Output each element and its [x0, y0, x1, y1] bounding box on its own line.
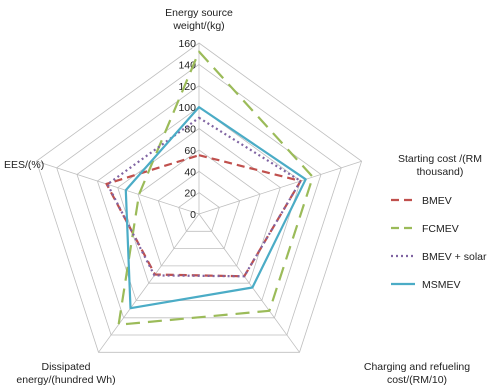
legend-label: BMEV + solar [422, 251, 487, 263]
grid-ring [56, 63, 342, 336]
grid-ring [137, 149, 261, 267]
tick-label: 0 [190, 209, 196, 221]
tick-label: 20 [184, 188, 196, 200]
axis-label: Charging and refueling cost/(RM/10) [364, 361, 470, 386]
tick-label: 100 [178, 102, 196, 114]
grid-ring [96, 106, 302, 301]
axis-label: Dissipated energy/(hundred Wh) [16, 361, 115, 386]
axis-label: EES/(%) [4, 159, 44, 171]
series-line [105, 154, 302, 278]
legend-label: FCMEV [422, 223, 459, 235]
tick-label: 160 [178, 38, 196, 50]
tick-label: 120 [178, 81, 196, 93]
series-line [124, 105, 307, 310]
legend: BMEV FCMEV BMEV + solar MSMEV [391, 195, 487, 291]
axis-label: Energy source weight/(kg) [165, 7, 233, 32]
legend-label: BMEV [422, 195, 452, 207]
series-lines [105, 50, 314, 326]
axis-spoke [198, 213, 300, 353]
axis-label: Starting cost /(RM thousand) [398, 153, 482, 178]
tick-label: 40 [184, 166, 196, 178]
radar-grid [35, 42, 363, 353]
axis-labels: Energy source weight/(kg) Starting cost /(… [4, 7, 482, 386]
grid-ring [117, 128, 281, 284]
axis-spoke [98, 213, 200, 353]
axis-spoke [36, 160, 200, 215]
axis-spoke [198, 160, 362, 215]
grid-ring [178, 192, 220, 232]
grid-ring [157, 170, 241, 250]
tick-label: 60 [184, 145, 196, 157]
grid-ring [35, 42, 363, 353]
tick-label: 80 [184, 124, 196, 136]
legend-label: MSMEV [422, 279, 461, 291]
series-line [106, 116, 302, 278]
series-line [117, 50, 314, 326]
